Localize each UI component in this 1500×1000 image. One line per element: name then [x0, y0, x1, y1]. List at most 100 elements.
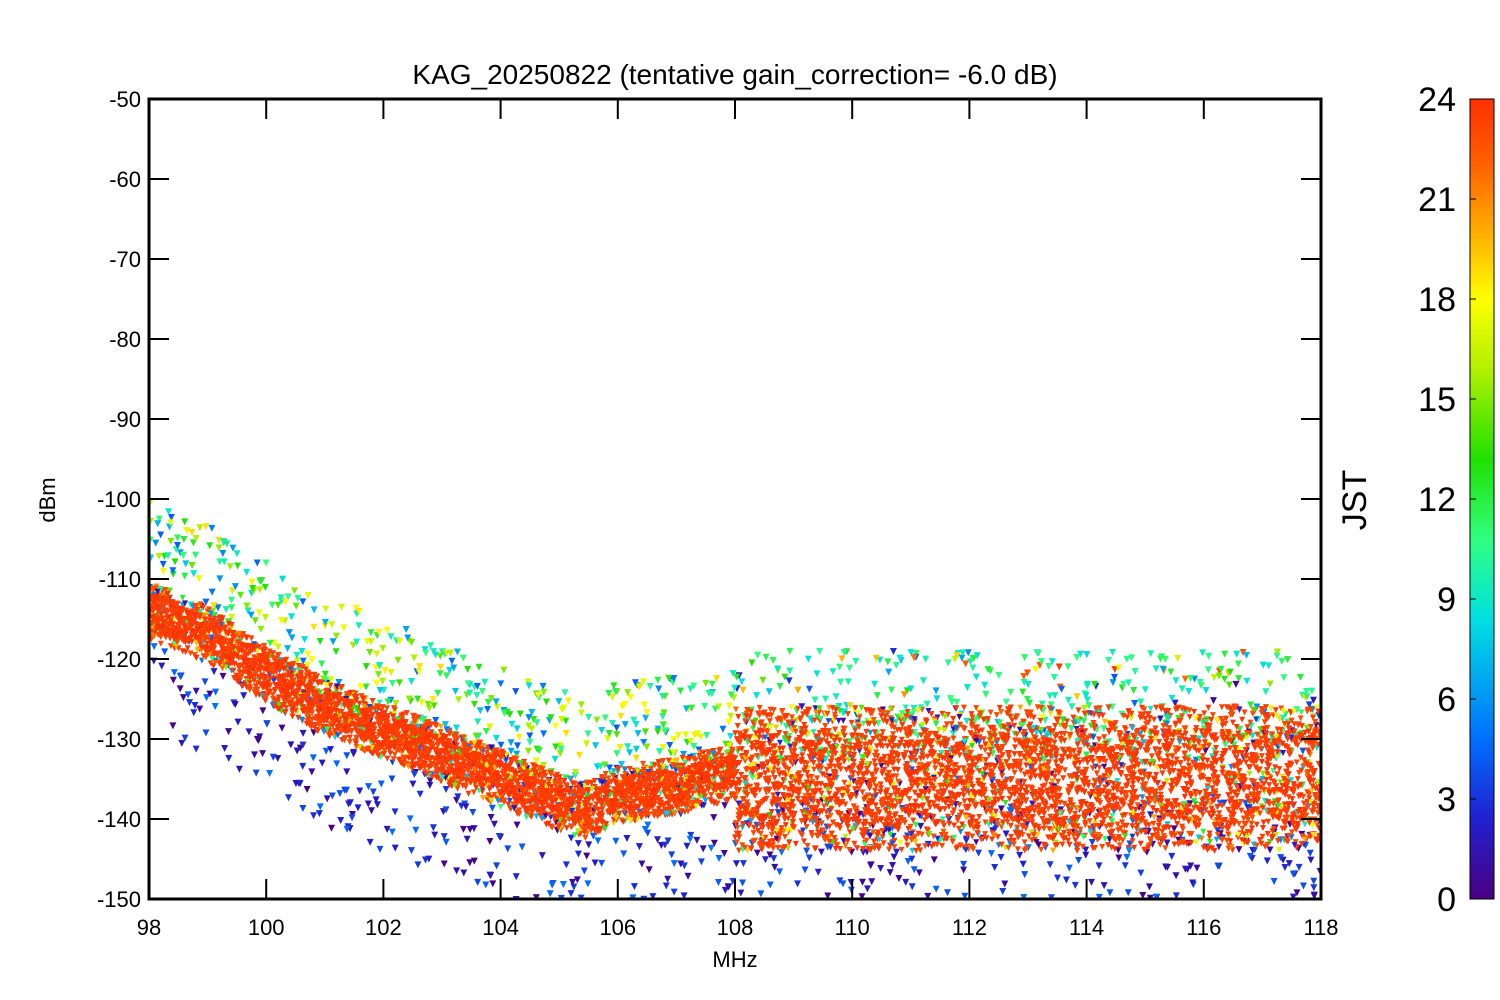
data-point	[404, 634, 412, 642]
data-point	[912, 833, 919, 840]
data-point	[662, 727, 670, 735]
data-point	[384, 755, 391, 762]
data-point	[750, 725, 757, 732]
data-point	[1014, 846, 1021, 853]
data-point	[179, 551, 187, 559]
data-point	[1002, 698, 1010, 706]
data-point	[1204, 666, 1212, 674]
data-point	[472, 732, 480, 740]
data-point	[274, 601, 282, 609]
data-point	[687, 737, 695, 745]
data-point	[1019, 860, 1027, 868]
data-point	[1137, 869, 1145, 877]
data-point	[1193, 864, 1201, 872]
data-point	[436, 652, 444, 660]
data-point	[739, 879, 747, 887]
data-point	[627, 693, 635, 701]
data-point	[975, 849, 983, 857]
data-point	[1065, 864, 1073, 872]
data-point	[679, 754, 686, 761]
data-point	[687, 831, 695, 839]
data-point	[270, 695, 277, 702]
data-point	[863, 728, 870, 735]
data-point	[1124, 714, 1131, 721]
data-point	[1037, 658, 1045, 666]
data-point	[295, 662, 302, 669]
data-point	[811, 696, 819, 704]
data-point	[166, 594, 173, 601]
data-point	[761, 709, 768, 716]
data-point	[757, 830, 764, 837]
data-point	[567, 890, 575, 898]
data-point	[332, 648, 340, 656]
data-point	[1014, 811, 1021, 818]
data-point	[1217, 665, 1225, 673]
data-point	[754, 651, 762, 659]
data-point	[1234, 660, 1242, 668]
data-point	[1033, 839, 1040, 846]
data-point	[1274, 837, 1281, 844]
data-point	[567, 834, 575, 842]
data-point	[930, 856, 938, 864]
data-point	[594, 837, 602, 845]
data-point	[1026, 699, 1034, 707]
data-point	[524, 747, 532, 755]
data-point	[960, 866, 968, 874]
data-point	[608, 778, 615, 785]
data-point	[824, 892, 832, 899]
data-point	[841, 779, 848, 786]
data-point	[1103, 812, 1110, 819]
data-point	[897, 839, 904, 846]
data-point	[1066, 831, 1073, 838]
data-point	[720, 850, 728, 858]
data-point	[781, 673, 789, 681]
data-point	[807, 780, 814, 787]
data-point	[1119, 829, 1126, 836]
data-point	[1147, 705, 1154, 712]
data-point	[1175, 802, 1182, 809]
data-point	[1289, 870, 1297, 878]
data-point	[414, 861, 422, 869]
data-point	[1137, 817, 1144, 824]
data-point	[659, 721, 667, 729]
data-point	[1054, 763, 1061, 770]
data-point	[1115, 854, 1123, 862]
data-point	[533, 719, 541, 727]
data-point	[1227, 705, 1234, 712]
data-point	[218, 621, 225, 628]
data-point	[617, 712, 625, 720]
data-point	[605, 689, 613, 697]
data-point	[1279, 825, 1286, 832]
data-point	[1056, 786, 1063, 793]
data-point	[1304, 708, 1311, 715]
data-point	[298, 647, 306, 655]
data-point	[1270, 800, 1277, 807]
data-point	[1244, 816, 1251, 823]
data-point	[408, 731, 415, 738]
data-point	[442, 649, 450, 657]
data-point	[261, 642, 268, 649]
data-point	[1161, 655, 1169, 663]
data-point	[513, 750, 521, 758]
data-point	[1157, 715, 1164, 722]
data-point	[1284, 656, 1292, 664]
data-point	[1066, 734, 1073, 741]
data-point	[1083, 680, 1091, 688]
data-point	[407, 847, 415, 855]
data-point	[665, 757, 672, 764]
data-point	[732, 820, 739, 827]
data-point	[934, 841, 941, 848]
data-point	[656, 805, 663, 812]
data-point	[880, 840, 887, 847]
data-point	[187, 650, 194, 657]
data-point	[927, 730, 934, 737]
data-point	[415, 668, 423, 676]
data-point	[1042, 842, 1049, 849]
data-point	[926, 799, 933, 806]
data-point	[500, 666, 508, 674]
data-point	[858, 827, 865, 834]
data-point	[889, 720, 896, 727]
data-point	[1024, 680, 1032, 688]
data-point	[1189, 879, 1197, 887]
plot-area	[149, 499, 1321, 899]
